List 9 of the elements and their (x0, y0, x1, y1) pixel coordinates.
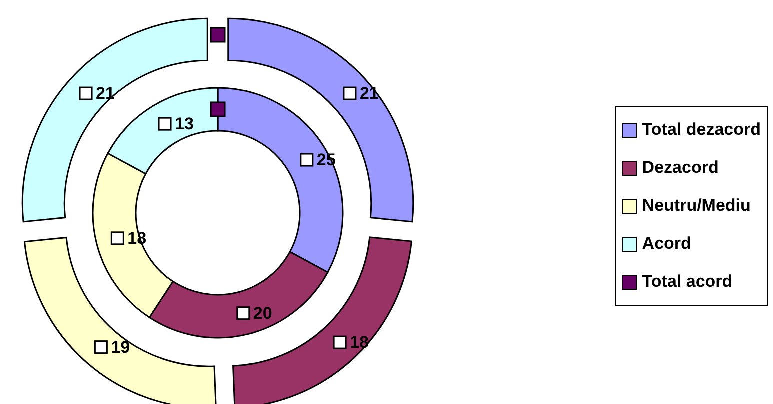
legend-label: Total acord (642, 272, 733, 292)
data-label: 19 (111, 338, 130, 357)
data-label: 20 (253, 304, 272, 323)
legend-label: Total dezacord (642, 120, 761, 140)
legend-label: Acord (642, 234, 692, 254)
legend-label: Neutru/Mediu (642, 196, 751, 216)
data-label: 21 (96, 84, 115, 104)
data-label: 13 (175, 114, 194, 134)
legend-label: Dezacord (642, 158, 719, 178)
